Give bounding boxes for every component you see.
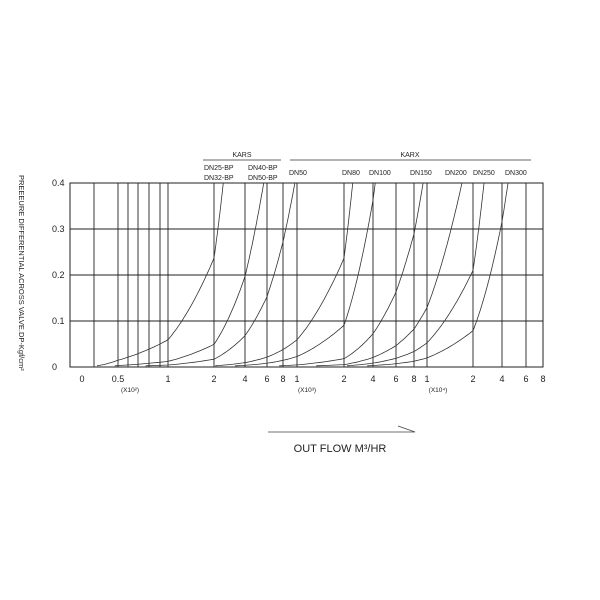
curve-series-9	[367, 182, 509, 367]
curve-label-dn32-bp: DN32-BP	[204, 175, 234, 182]
x-tick-labels: 0 0.5 1 2 4 6 8 1 2 4 6 8 1 2 4 6 8	[79, 374, 545, 384]
x-tick-label: 1	[165, 374, 170, 384]
curve-series-5	[235, 182, 376, 367]
x-tick-label: 4	[499, 374, 504, 384]
x-multiplier-1: (X10²)	[121, 387, 139, 394]
y-tick-label: 0	[52, 362, 57, 372]
curve-series-3	[145, 182, 296, 367]
curve-label-dn50: DN50	[289, 170, 307, 177]
x-tick-label: 6	[393, 374, 398, 384]
x-tick-label: 8	[540, 374, 545, 384]
y-tick-label: 0.1	[52, 316, 65, 326]
karx-label: KARX	[400, 152, 419, 159]
y-tick-label: 0.3	[52, 224, 65, 234]
y-axis-title: PREEEURE DIFFERENTIAL ACROSS VALVE.DP-Kg…	[17, 175, 26, 371]
x-tick-label: 2	[211, 374, 216, 384]
curve-label-dn150: DN150	[410, 170, 432, 177]
curve-label-dn300: DN300	[505, 170, 527, 177]
curve-label-dn100: DN100	[369, 170, 391, 177]
x-tick-label: 0	[79, 374, 84, 384]
x-axis-title: OUT FLOW M³/HR	[294, 443, 387, 455]
curve-label-dn50-bp: DN50-BP	[248, 175, 278, 182]
x-tick-label: 0.5	[112, 374, 125, 384]
x-tick-label: 6	[264, 374, 269, 384]
y-tick-label: 0.2	[52, 270, 65, 280]
flow-arrow-icon	[268, 425, 416, 433]
x-tick-label: 6	[523, 374, 528, 384]
grid	[69, 182, 544, 368]
curve-label-dn250: DN250	[473, 170, 495, 177]
x-tick-label: 8	[280, 374, 285, 384]
curve-series-6	[279, 182, 424, 367]
curve-series-1	[96, 182, 224, 367]
curve-series-7	[316, 182, 463, 367]
curve-series-4	[215, 182, 354, 367]
y-tick-labels: 0 0.1 0.2 0.3 0.4	[52, 178, 65, 372]
curve-label-dn40-bp: DN40-BP	[248, 165, 278, 172]
curve-label-dn25-bp: DN25-BP	[204, 165, 234, 172]
x-tick-label: 8	[411, 374, 416, 384]
y-tick-label: 0.4	[52, 178, 65, 188]
curve-series-8	[346, 182, 485, 367]
curve-series-2	[114, 182, 265, 367]
curve-label-dn200: DN200	[445, 170, 467, 177]
x-tick-label: 1	[424, 374, 429, 384]
x-tick-label: 2	[341, 374, 346, 384]
curve-label-dn80: DN80	[342, 170, 360, 177]
x-tick-label: 4	[242, 374, 247, 384]
curves	[96, 182, 509, 367]
kars-label: KARS	[232, 152, 251, 159]
x-tick-label: 1	[294, 374, 299, 384]
x-tick-label: 2	[470, 374, 475, 384]
x-multiplier-2: (X10³)	[298, 387, 316, 394]
x-tick-label: 4	[370, 374, 375, 384]
x-multiplier-3: (X10⁴)	[429, 387, 448, 394]
